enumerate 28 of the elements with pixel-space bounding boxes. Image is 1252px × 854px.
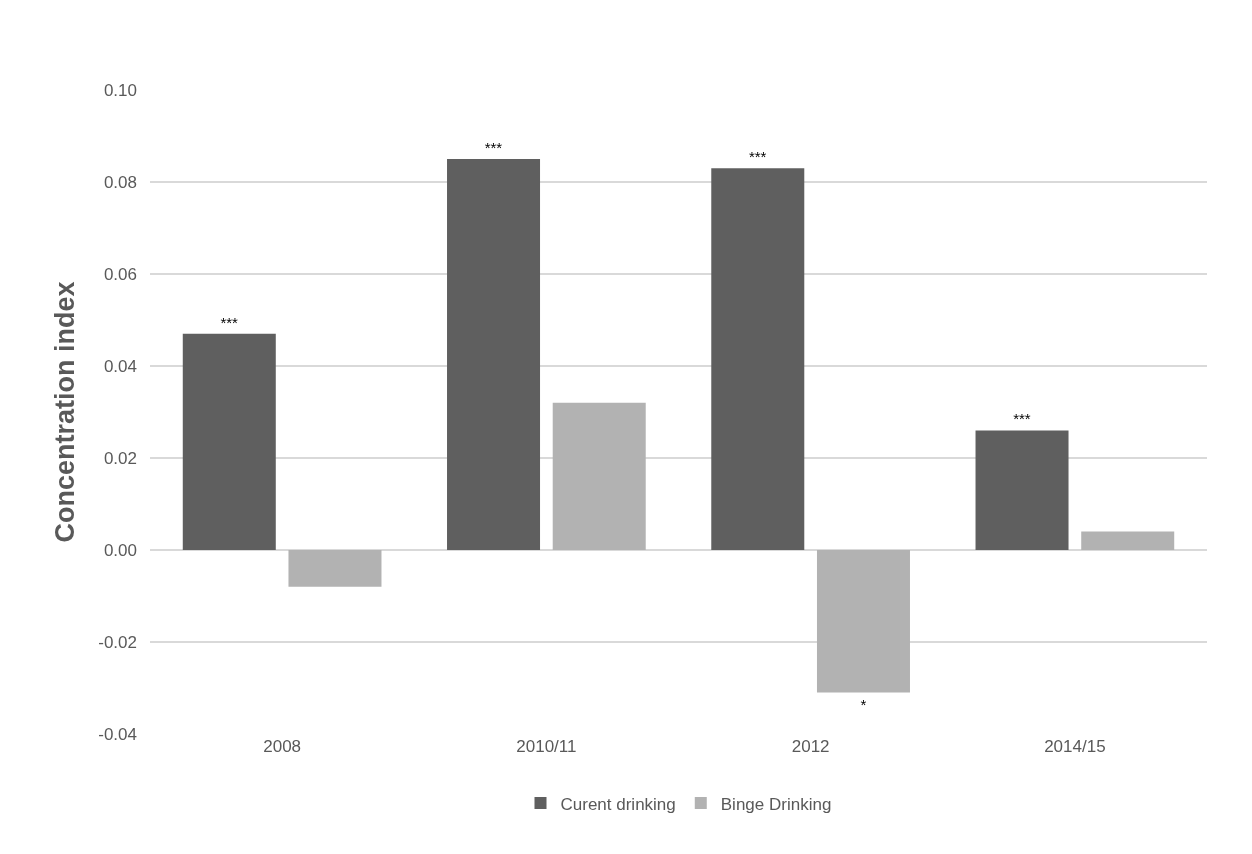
x-tick-label: 2008 — [263, 737, 302, 756]
data-label: *** — [220, 313, 239, 331]
data-label: *** — [484, 139, 503, 156]
x-tick-label: 2014/15 — [1044, 737, 1106, 756]
y-tick-label: 0.00 — [103, 540, 137, 560]
bar — [1081, 531, 1175, 550]
y-tick-label: 0.02 — [103, 448, 137, 468]
bar — [711, 168, 805, 550]
data-label: *** — [748, 148, 767, 166]
data-label: * — [860, 695, 867, 713]
y-tick-label: -0.02 — [98, 632, 137, 652]
y-tick-label: -0.04 — [98, 724, 137, 744]
bar — [975, 430, 1069, 550]
bar — [816, 550, 910, 693]
bar — [288, 550, 382, 587]
bar — [447, 159, 541, 550]
legend-label: Curent drinking — [560, 794, 676, 814]
x-tick-label: 2012 — [791, 737, 830, 756]
y-tick-label: 0.10 — [103, 80, 137, 100]
x-tick-label: 2010/11 — [516, 737, 577, 756]
bar — [552, 402, 646, 550]
bar — [182, 333, 276, 550]
y-tick-label: 0.06 — [103, 264, 137, 284]
legend-label: Binge Drinking — [720, 794, 832, 814]
y-tick-label: 0.08 — [103, 172, 137, 192]
data-label: *** — [1013, 410, 1031, 428]
y-tick-label: 0.04 — [103, 356, 137, 376]
y-axis-title: Concentration index — [50, 281, 81, 543]
